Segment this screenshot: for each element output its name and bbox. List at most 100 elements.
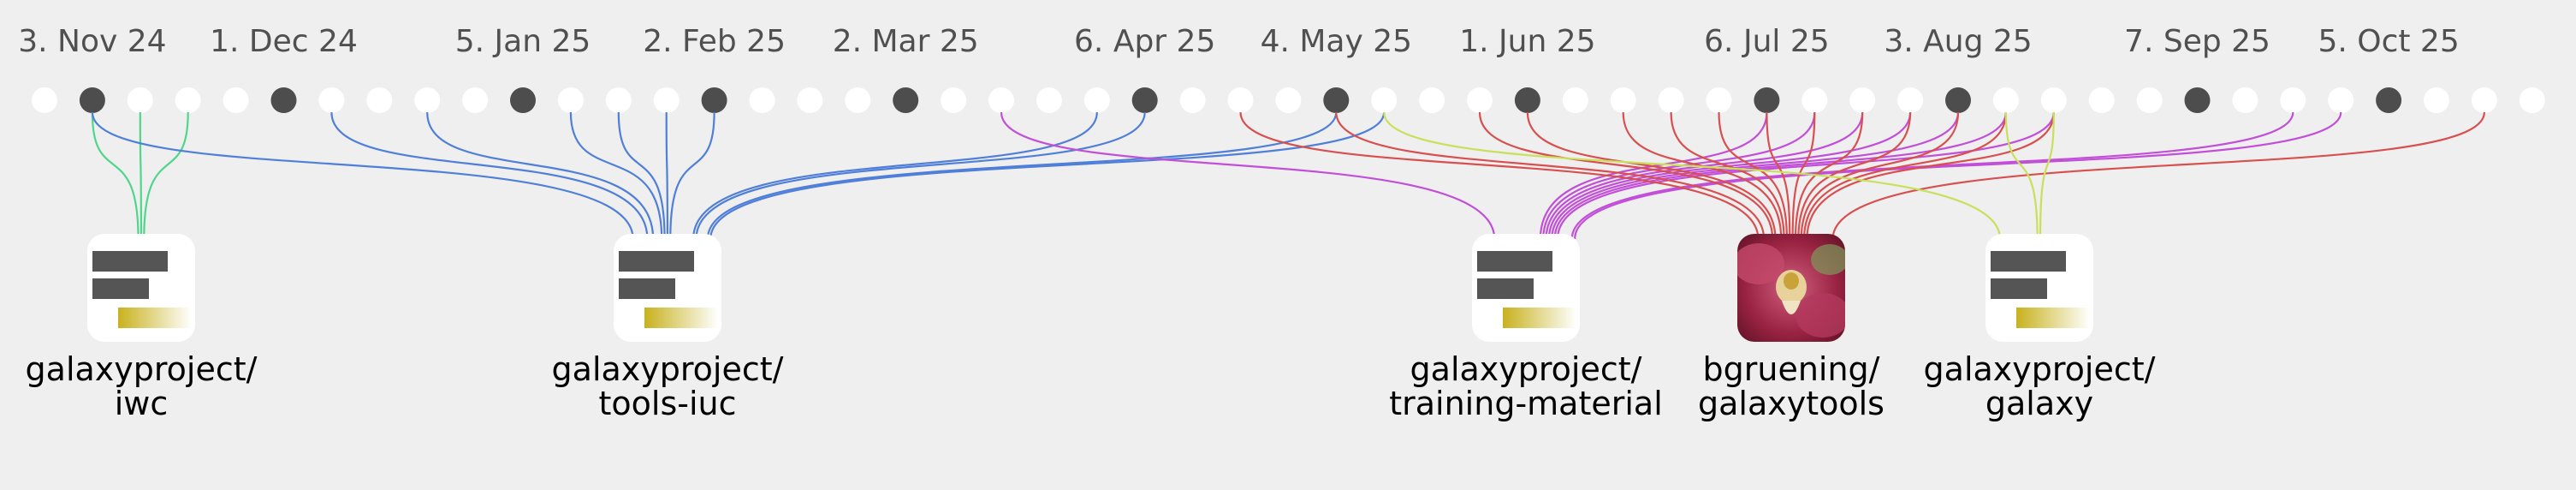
- date-label: 6. Jul 25: [1704, 24, 1829, 59]
- week-dot: [2137, 87, 2163, 113]
- week-dot-active: [2185, 87, 2211, 113]
- contribution-link: [140, 112, 141, 239]
- week-dot: [797, 87, 822, 113]
- repo-placeholder-icon: [87, 234, 195, 342]
- week-dot: [750, 87, 775, 113]
- week-dot-active: [702, 87, 727, 113]
- week-dot: [654, 87, 680, 113]
- repo-galaxy[interactable]: galaxyproject/galaxy: [1924, 234, 2156, 422]
- repositories: galaxyproject/iwcgalaxyproject/tools-iuc…: [26, 234, 2156, 422]
- week-dot: [318, 87, 344, 113]
- week-dots: [32, 87, 2545, 113]
- week-dot-active: [510, 87, 536, 113]
- repo-owner-label: galaxyproject/: [1410, 350, 1642, 388]
- week-dot: [1467, 87, 1493, 113]
- week-dot-active: [80, 87, 105, 113]
- week-dot: [32, 87, 57, 113]
- week-dot-active: [1754, 87, 1779, 113]
- date-label: 3. Nov 24: [18, 24, 166, 59]
- contribution-link: [1001, 112, 1494, 239]
- week-dot: [606, 87, 632, 113]
- date-label: 1. Dec 24: [210, 24, 358, 59]
- repo-name-label: tools-iuc: [599, 385, 737, 422]
- repo-galaxytools[interactable]: bgruening/galaxytools: [1698, 234, 1885, 422]
- week-dot: [941, 87, 966, 113]
- week-dot: [2232, 87, 2258, 113]
- date-label: 4. May 25: [1261, 24, 1412, 59]
- repo-name-label: training-material: [1389, 385, 1663, 422]
- week-dot: [1993, 87, 2019, 113]
- repo-name-label: galaxytools: [1698, 385, 1885, 422]
- week-dot-active: [2376, 87, 2401, 113]
- repo-owner-label: bgruening/: [1703, 350, 1880, 388]
- week-dot: [1275, 87, 1301, 113]
- date-labels: 3. Nov 24 1. Dec 24 5. Jan 25 2. Feb 25 2. M…: [18, 24, 2460, 59]
- week-dot: [1563, 87, 1588, 113]
- week-dot: [2041, 87, 2067, 113]
- repo-owner-label: galaxyproject/: [1924, 350, 2156, 388]
- date-label: 5. Jan 25: [455, 24, 591, 59]
- week-dot: [845, 87, 870, 113]
- repo-name-label: galaxy: [1985, 385, 2093, 422]
- week-dot: [1897, 87, 1923, 113]
- week-dot: [1611, 87, 1636, 113]
- contribution-link: [1804, 112, 2006, 239]
- contribution-link: [1833, 112, 2484, 239]
- week-dot: [1180, 87, 1206, 113]
- repo-placeholder-icon: [1472, 234, 1580, 342]
- week-dot: [1371, 87, 1397, 113]
- week-dot-active: [271, 87, 297, 113]
- repo-placeholder-icon: [614, 234, 721, 342]
- repo-owner-label: galaxyproject/: [552, 350, 784, 388]
- date-label: 2. Feb 25: [643, 24, 786, 59]
- week-dot: [988, 87, 1014, 113]
- week-dot: [2472, 87, 2497, 113]
- week-dot: [1659, 87, 1684, 113]
- week-dot: [1801, 87, 1827, 113]
- week-dot: [558, 87, 584, 113]
- repo-tools-iuc[interactable]: galaxyproject/tools-iuc: [552, 234, 784, 422]
- contribution-link: [708, 112, 1336, 239]
- repo-training-material[interactable]: galaxyproject/training-material: [1389, 234, 1663, 422]
- date-label: 6. Apr 25: [1074, 24, 1215, 59]
- repo-iwc[interactable]: galaxyproject/iwc: [26, 234, 258, 422]
- week-dot: [2424, 87, 2449, 113]
- contribution-link: [144, 112, 187, 239]
- week-dot: [1706, 87, 1732, 113]
- week-dot: [1849, 87, 1875, 113]
- week-dot: [2089, 87, 2115, 113]
- date-label: 2. Mar 25: [833, 24, 979, 59]
- date-label: 7. Sep 25: [2124, 24, 2270, 59]
- contribution-link: [331, 112, 647, 239]
- week-dot: [1419, 87, 1445, 113]
- repo-placeholder-icon: [1985, 234, 2093, 342]
- week-dot: [1036, 87, 1062, 113]
- week-dot: [462, 87, 488, 113]
- week-dot: [2328, 87, 2353, 113]
- week-dot: [1228, 87, 1254, 113]
- week-dot: [1084, 87, 1110, 113]
- week-dot: [2520, 87, 2545, 113]
- week-dot-active: [1945, 87, 1971, 113]
- contribution-link: [670, 112, 714, 239]
- date-label: 1. Jun 25: [1459, 24, 1595, 59]
- week-dot-active: [1515, 87, 1540, 113]
- week-dot: [366, 87, 392, 113]
- date-label: 5. Oct 25: [2318, 24, 2459, 59]
- week-dot: [223, 87, 249, 113]
- week-dot: [128, 87, 153, 113]
- week-dot-active: [893, 87, 918, 113]
- contribution-links: [92, 112, 2484, 239]
- repo-owner-label: galaxyproject/: [26, 350, 258, 388]
- contribution-link: [696, 112, 1144, 239]
- week-dot: [175, 87, 201, 113]
- week-dot: [414, 87, 440, 113]
- date-label: 3. Aug 25: [1884, 24, 2032, 59]
- repo-avatar-photo: [1733, 234, 1850, 342]
- week-dot: [2280, 87, 2306, 113]
- contribution-link: [667, 112, 668, 239]
- week-dot-active: [1323, 87, 1349, 113]
- contribution-link: [92, 112, 139, 239]
- repo-name-label: iwc: [115, 385, 169, 422]
